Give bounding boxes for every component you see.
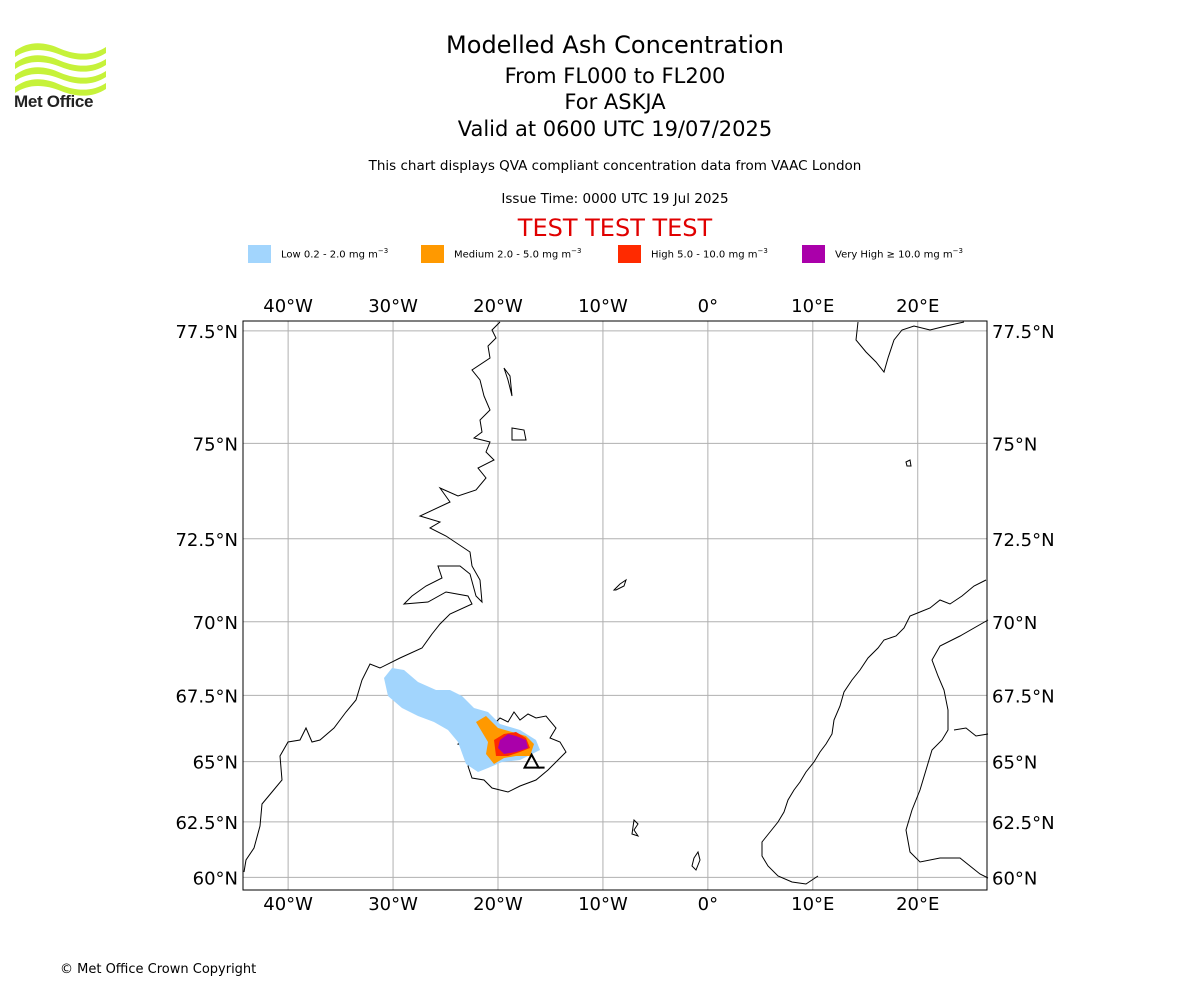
legend-label-medium: Medium 2.0 - 5.0 mg m bbox=[454, 249, 572, 261]
sweden-finland-coast bbox=[905, 619, 989, 879]
lat-tick-label-left: 67.5°N bbox=[175, 686, 238, 707]
lat-tick-label-left: 62.5°N bbox=[175, 813, 238, 834]
graticule bbox=[243, 321, 987, 890]
legend-item-medium: Medium 2.0 - 5.0 mg m−3 bbox=[421, 244, 581, 264]
svalbard-coastline bbox=[855, 321, 965, 374]
coastlines bbox=[243, 321, 989, 885]
lat-tick-label-right: 67.5°N bbox=[992, 686, 1055, 707]
greenland-island bbox=[511, 427, 527, 441]
lon-tick-label-top: 20°W bbox=[473, 296, 523, 317]
flight-level-range: From FL000 to FL200 bbox=[504, 64, 726, 88]
chart-title: Modelled Ash Concentration bbox=[446, 31, 784, 59]
volcano-marker bbox=[522, 752, 545, 769]
lon-tick-label-top: 0° bbox=[698, 296, 718, 317]
bear-island bbox=[905, 459, 912, 467]
baltic-coast bbox=[953, 727, 989, 737]
lat-tick-label-left: 60°N bbox=[193, 868, 238, 889]
lon-tick-label-bottom: 40°W bbox=[263, 894, 313, 915]
issue-time: Issue Time: 0000 UTC 19 Jul 2025 bbox=[501, 191, 729, 207]
lat-tick-label-left: 65°N bbox=[193, 753, 238, 774]
logo-text: Met Office bbox=[14, 92, 94, 111]
lat-tick-label-left: 75°N bbox=[193, 434, 238, 455]
lat-tick-label-right: 62.5°N bbox=[992, 813, 1055, 834]
legend-label-low: Low 0.2 - 2.0 mg m bbox=[281, 249, 378, 261]
volcano-triangle-icon bbox=[522, 752, 541, 769]
lat-tick-label-left: 72.5°N bbox=[175, 530, 238, 551]
map-frame bbox=[242, 320, 988, 891]
test-banner: TEST TEST TEST bbox=[517, 214, 713, 242]
lon-tick-label-bottom: 20°E bbox=[896, 894, 939, 915]
lat-tick-label-right: 72.5°N bbox=[992, 530, 1055, 551]
lat-tick-label-left: 77.5°N bbox=[175, 322, 238, 343]
lon-tick-label-bottom: 10°W bbox=[578, 894, 628, 915]
met-office-logo bbox=[15, 43, 106, 96]
legend-swatch-medium bbox=[421, 245, 444, 263]
ash-plumes bbox=[384, 668, 540, 772]
faroe-islands bbox=[631, 818, 640, 837]
legend-label-high: High 5.0 - 10.0 mg m bbox=[651, 249, 758, 261]
valid-time: Valid at 0600 UTC 19/07/2025 bbox=[457, 117, 773, 141]
lat-tick-label-right: 75°N bbox=[992, 434, 1037, 455]
volcano-name: For ASKJA bbox=[564, 90, 666, 114]
legend-item-high: High 5.0 - 10.0 mg m−3 bbox=[618, 244, 768, 264]
jan-mayen bbox=[612, 578, 627, 591]
norway-coastline bbox=[761, 579, 987, 885]
ash-region-very-high bbox=[498, 734, 528, 754]
lon-tick-label-top: 40°W bbox=[263, 296, 313, 317]
lon-tick-label-bottom: 30°W bbox=[368, 894, 418, 915]
greenland-fjord bbox=[503, 367, 513, 397]
axis-labels: 40°W 40°W 30°W 30°W 20°W 20°W 10°W 10°W 0° 0° 10°E… bbox=[175, 296, 1054, 915]
lat-tick-label-right: 65°N bbox=[992, 753, 1037, 774]
lon-tick-label-top: 30°W bbox=[368, 296, 418, 317]
lon-tick-label-bottom: 10°E bbox=[791, 894, 834, 915]
lat-tick-label-left: 70°N bbox=[193, 613, 238, 634]
legend-item-low: Low 0.2 - 2.0 mg m−3 bbox=[248, 244, 388, 264]
legend-swatch-low bbox=[248, 245, 271, 263]
lat-tick-label-right: 60°N bbox=[992, 868, 1037, 889]
lon-tick-label-top: 10°W bbox=[578, 296, 628, 317]
lon-tick-label-bottom: 20°W bbox=[473, 894, 523, 915]
lon-tick-label-bottom: 0° bbox=[698, 894, 718, 915]
legend-item-very-high: Very High ≥ 10.0 mg m−3 bbox=[802, 244, 963, 264]
chart-subtitle: This chart displays QVA compliant concen… bbox=[368, 158, 862, 174]
ash-region-low bbox=[384, 668, 540, 772]
legend-swatch-high bbox=[618, 245, 641, 263]
legend-swatch-very-high bbox=[802, 245, 825, 263]
shetland bbox=[691, 850, 701, 871]
legend-label-very-high: Very High ≥ 10.0 mg m bbox=[835, 249, 953, 261]
lon-tick-label-top: 10°E bbox=[791, 296, 834, 317]
greenland-coastline bbox=[243, 321, 501, 873]
copyright-notice: © Met Office Crown Copyright bbox=[60, 962, 257, 977]
lat-tick-label-right: 70°N bbox=[992, 613, 1037, 634]
lat-tick-label-right: 77.5°N bbox=[992, 322, 1055, 343]
lon-tick-label-top: 20°E bbox=[896, 296, 939, 317]
